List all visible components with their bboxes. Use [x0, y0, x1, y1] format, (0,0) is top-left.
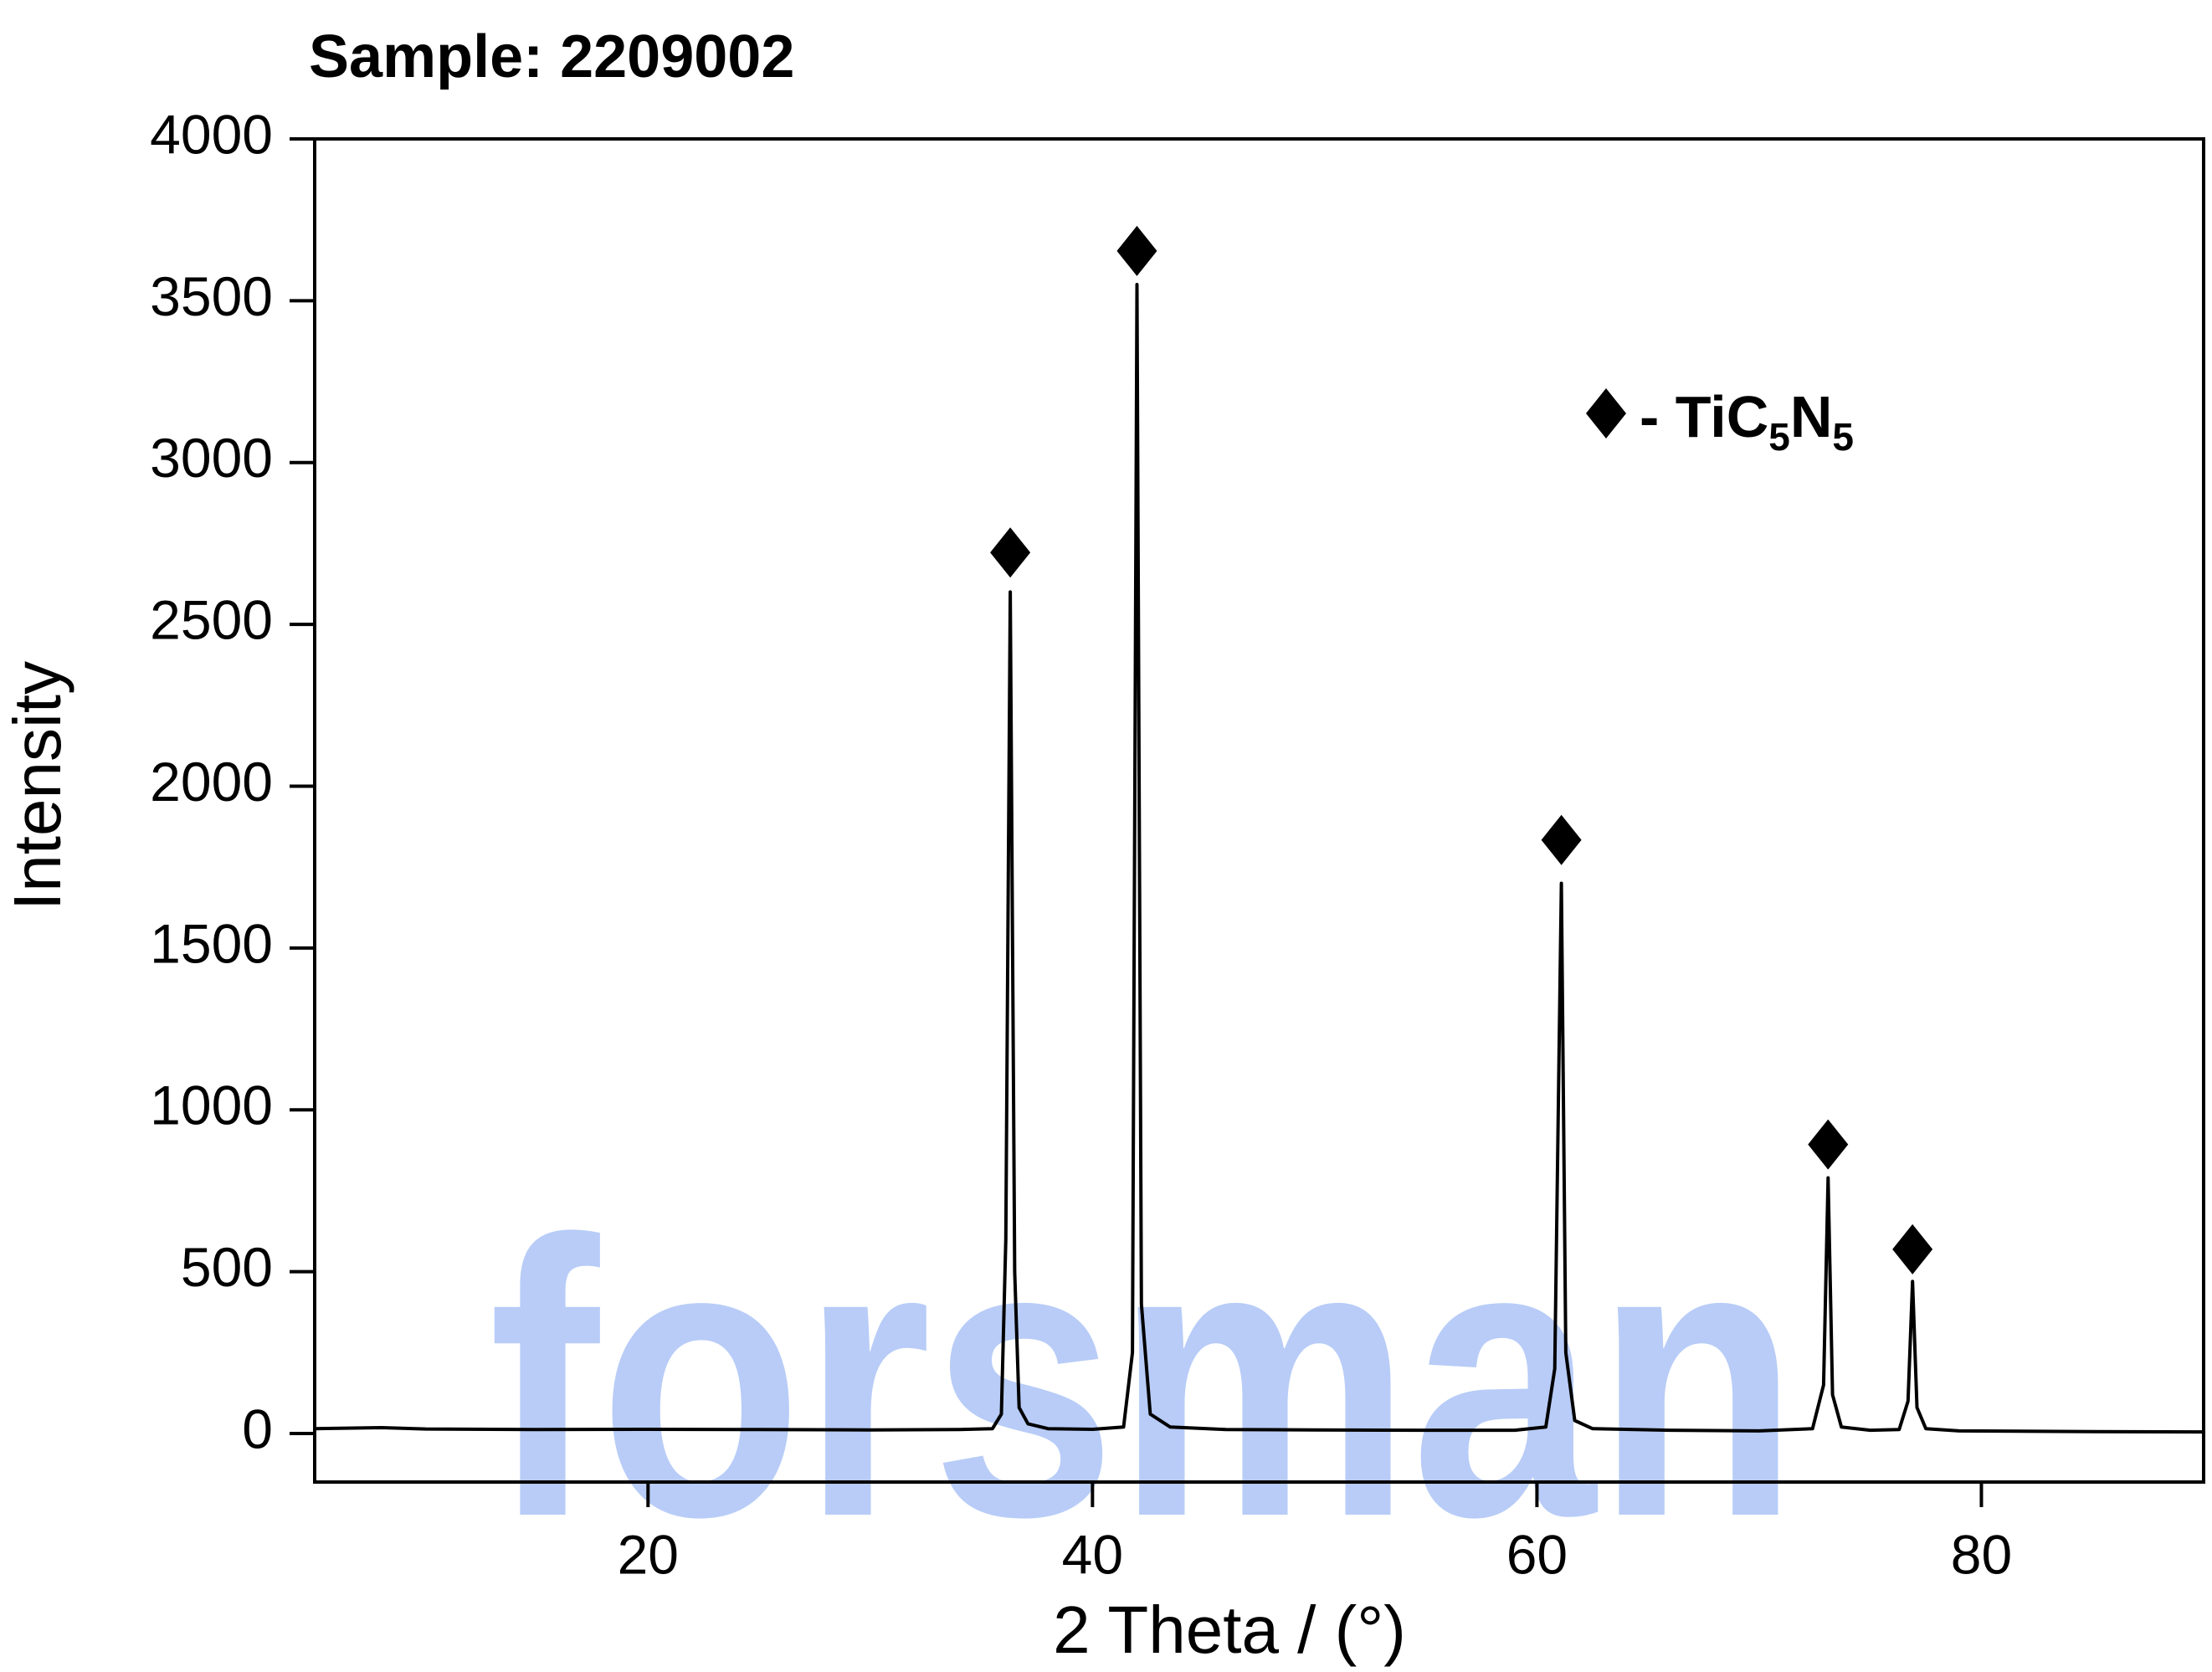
- watermark: forsman: [489, 1159, 1799, 1598]
- y-tick-label: 2500: [150, 589, 273, 651]
- legend-label-part: - TiC: [1640, 384, 1768, 449]
- y-tick-label: 1500: [150, 912, 273, 974]
- legend-label-part: 5: [1832, 415, 1854, 459]
- x-axis-title: 2 Theta / (°): [1053, 1593, 1406, 1667]
- peak-marker: [1892, 1223, 1933, 1275]
- y-tick-label: 500: [181, 1236, 273, 1298]
- y-tick-label: 3500: [150, 265, 273, 327]
- legend-label-part: N: [1790, 384, 1833, 449]
- x-tick-label: 40: [1062, 1523, 1123, 1585]
- y-axis-title: Intensity: [0, 661, 74, 910]
- y-tick-label: 4000: [150, 103, 273, 165]
- y-tick-label: 1000: [150, 1074, 273, 1136]
- x-tick-label: 80: [1951, 1523, 2012, 1585]
- legend-marker: [1586, 388, 1626, 439]
- legend-label: - TiC5N5: [1640, 384, 1854, 459]
- chart-title: Sample: 2209002: [309, 23, 794, 90]
- peak-marker: [1116, 225, 1157, 276]
- peak-marker: [990, 527, 1031, 578]
- x-tick-label: 20: [618, 1523, 679, 1585]
- y-tick-label: 2000: [150, 751, 273, 813]
- x-tick-label: 60: [1506, 1523, 1568, 1585]
- plot-frame: [313, 137, 2205, 1484]
- legend-label-part: 5: [1768, 415, 1790, 459]
- y-tick-label: 3000: [150, 427, 273, 489]
- peak-marker: [1541, 814, 1582, 865]
- y-tick-label: 0: [242, 1398, 273, 1459]
- data-line: [314, 283, 2204, 1434]
- peak-marker: [1808, 1119, 1849, 1170]
